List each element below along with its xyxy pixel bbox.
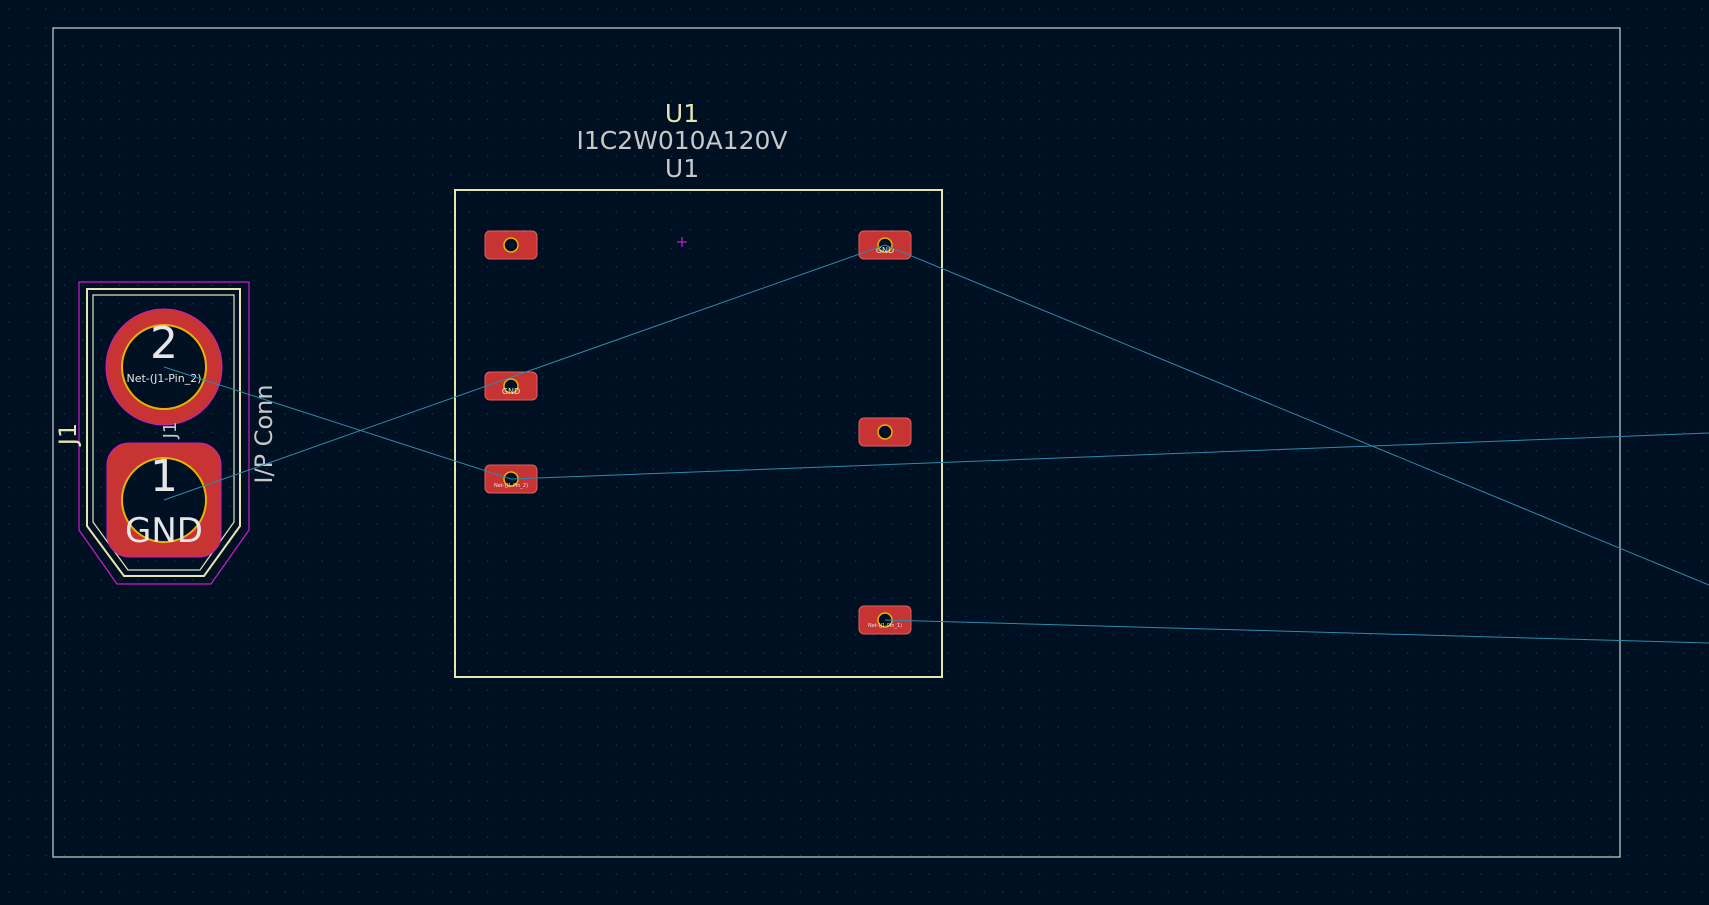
footprint-u1[interactable]: U1 I1C2W010A120V U1 GND Net-(J1-Pin_2) G: [454, 99, 943, 678]
j1-silkscreen-inner: [92, 294, 235, 571]
j1-value-label[interactable]: I/P Conn: [250, 384, 278, 483]
u1-pad-label: GND: [876, 246, 894, 255]
j1-reference-label[interactable]: J1: [54, 423, 82, 447]
ratsnest-line: [884, 244, 1709, 586]
j1-pad-2-net: Net-(J1-Pin_2): [127, 372, 202, 385]
j1-courtyard: [78, 281, 250, 585]
j1-pad-1-net: GND: [125, 511, 203, 551]
u1-pad[interactable]: GND: [484, 371, 538, 401]
board-outline[interactable]: [52, 27, 1621, 858]
u1-pad-label: GND: [502, 387, 520, 396]
j1-fab-reference-label: J1: [160, 422, 181, 440]
u1-reference-label[interactable]: U1: [665, 99, 699, 128]
j1-silkscreen-outline: [86, 288, 241, 577]
u1-fab-reference-label[interactable]: U1: [665, 154, 699, 183]
ratsnest-line: [510, 432, 1709, 480]
crosshair-icon: [677, 237, 687, 247]
ratsnest-line: [163, 244, 886, 501]
ratsnest: [163, 244, 1709, 644]
u1-pad[interactable]: [858, 417, 912, 447]
u1-pad-label: Net-(J1-Pin_1): [868, 623, 902, 629]
j1-pad-1-number: 1: [150, 451, 178, 502]
u1-silkscreen-outline: [454, 189, 943, 678]
u1-pad-label: Net-(J1-Pin_2): [494, 483, 528, 489]
j1-pad-2-number: 2: [150, 318, 178, 369]
ratsnest-line: [163, 366, 512, 480]
u1-value-label[interactable]: I1C2W010A120V: [577, 126, 788, 155]
u1-pad[interactable]: [484, 230, 538, 260]
ratsnest-line: [884, 619, 1709, 644]
